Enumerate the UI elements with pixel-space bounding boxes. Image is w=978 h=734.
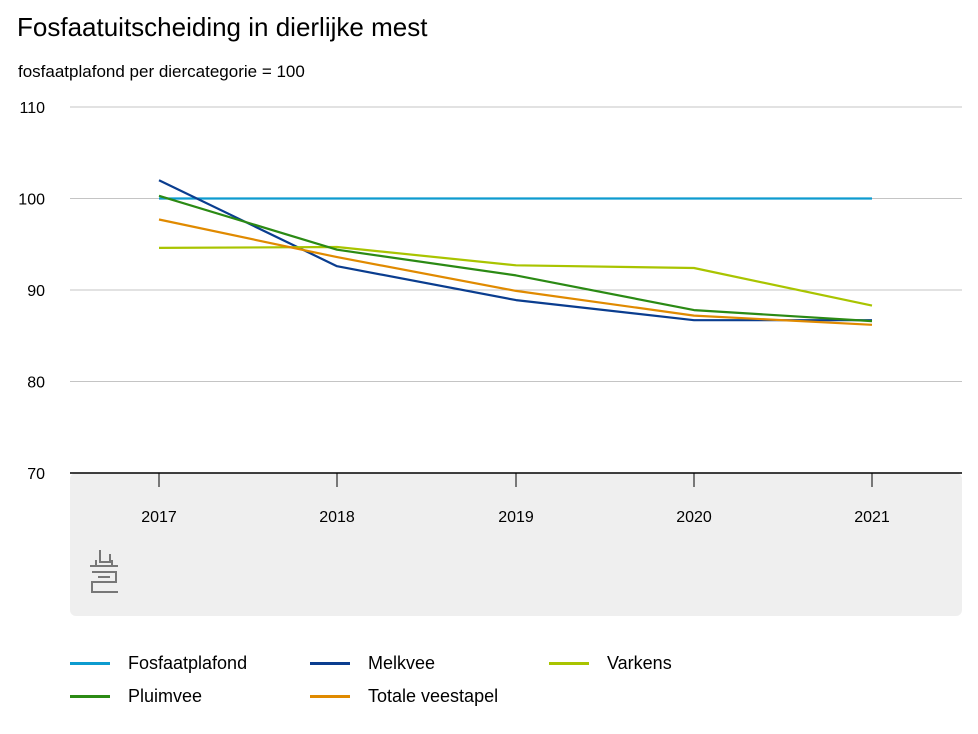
legend-item-pluimvee: Pluimvee [70, 686, 202, 707]
y-tick-label: 70 [27, 466, 45, 483]
legend: Fosfaatplafond Melkvee Varkens Pluimvee Tota… [0, 650, 978, 730]
legend-item-fosfaatplafond: Fosfaatplafond [70, 653, 247, 674]
legend-label: Fosfaatplafond [128, 653, 248, 673]
legend-item-melkvee: Melkvee [310, 653, 435, 674]
legend-label: Melkvee [368, 653, 436, 673]
legend-swatch [310, 695, 350, 698]
legend-label: Pluimvee [128, 686, 203, 706]
line-chart: 110 100 90 80 70 2017 2018 2019 2020 2021 [18, 100, 962, 616]
series-line-pluimvee [158, 194, 873, 323]
x-tick-label: 2017 [141, 509, 177, 526]
x-axis-band [70, 473, 962, 616]
legend-swatch [310, 662, 350, 665]
series-line-totale-veestapel [158, 218, 873, 326]
x-tick-label: 2018 [319, 509, 355, 526]
series-line-melkvee [158, 179, 872, 322]
cbs-logo [90, 550, 118, 593]
chart-subtitle: fosfaatplafond per diercategorie = 100 [18, 62, 305, 81]
legend-swatch [549, 662, 589, 665]
x-tick-label: 2021 [854, 509, 890, 526]
chart-title: Fosfaatuitscheiding in dierlijke mest [17, 12, 428, 42]
y-tick-label: 80 [27, 375, 45, 392]
series-line-varkens [158, 245, 873, 307]
legend-label: Totale veestapel [368, 686, 499, 706]
legend-swatch [70, 662, 110, 665]
legend-item-varkens: Varkens [549, 653, 672, 674]
y-tick-label: 100 [18, 192, 45, 209]
x-tick-label: 2019 [498, 509, 534, 526]
legend-item-totale-veestapel: Totale veestapel [310, 686, 498, 707]
y-tick-label: 110 [19, 100, 45, 117]
legend-swatch [70, 695, 110, 698]
y-tick-label: 90 [27, 283, 45, 300]
x-tick-label: 2020 [676, 509, 712, 526]
legend-label: Varkens [607, 653, 672, 673]
